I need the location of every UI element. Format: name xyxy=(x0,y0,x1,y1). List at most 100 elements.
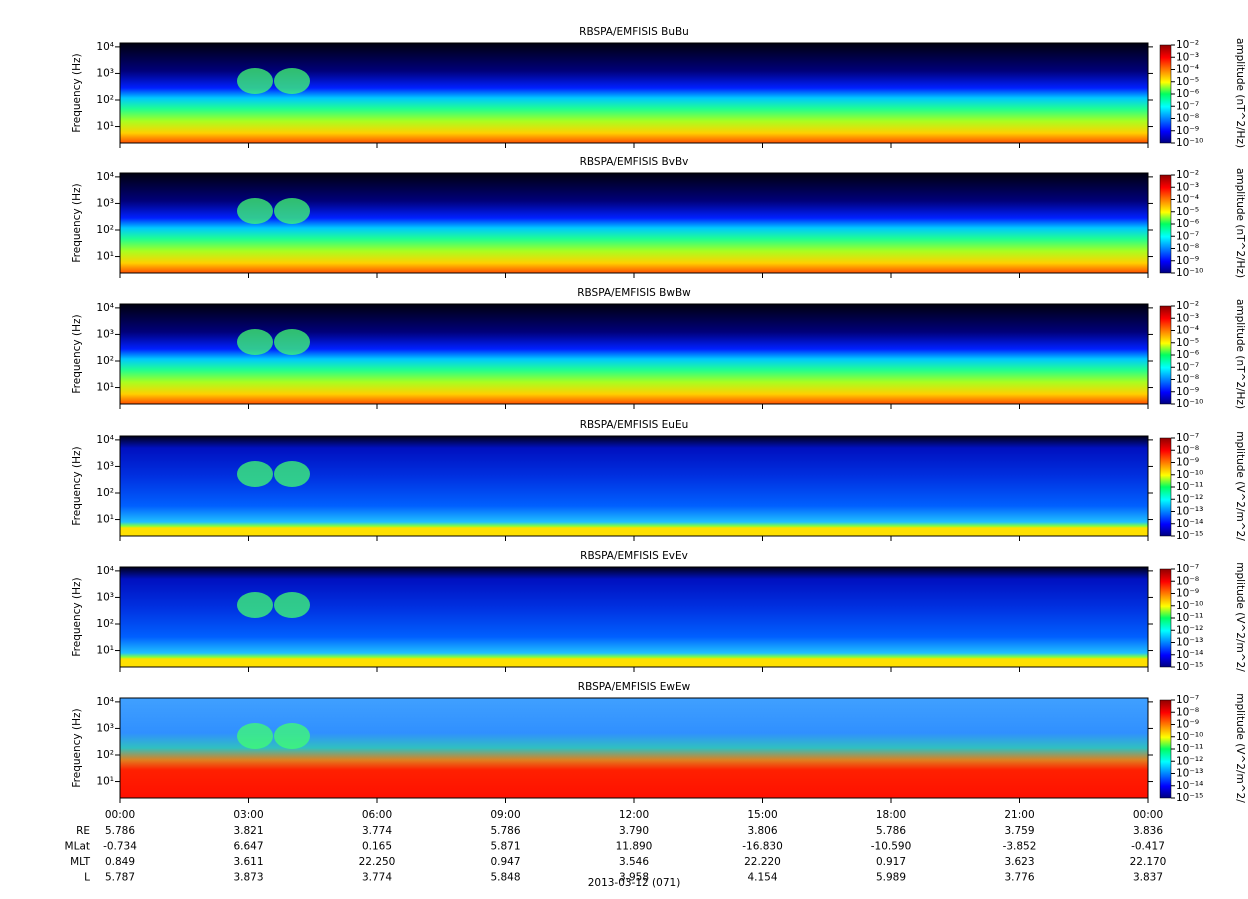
y-tick-label: 10⁴ xyxy=(96,434,114,446)
colorbar-tick-label: 10⁻⁹ xyxy=(1176,719,1199,731)
colorbar-tick-label: 10⁻⁶ xyxy=(1176,218,1199,230)
ephemeris-value: 5.989 xyxy=(876,872,906,884)
colorbar-tick-label: 10⁻² xyxy=(1176,169,1199,181)
x-tick-label: 21:00 xyxy=(1004,809,1034,821)
colorbar-tick-label: 10⁻⁷ xyxy=(1176,361,1199,373)
ephemeris-value: 3.776 xyxy=(1004,872,1034,884)
y-axis-label: Frequency (Hz) xyxy=(71,708,83,787)
colorbar-tick-label: 10⁻³ xyxy=(1176,181,1199,193)
ephemeris-value: 3.873 xyxy=(233,872,263,884)
colorbar-tick-label: 10⁻¹³ xyxy=(1176,637,1203,649)
spectral-feature xyxy=(274,461,310,487)
y-tick-label: 10² xyxy=(96,94,114,106)
spectral-feature xyxy=(237,592,273,618)
ephemeris-value: 22.220 xyxy=(744,856,781,868)
ephemeris-value: 3.821 xyxy=(233,825,263,837)
colorbar-tick-label: 10⁻⁸ xyxy=(1176,444,1199,456)
colorbar xyxy=(1159,44,1172,144)
ephemeris-value: 0.165 xyxy=(362,841,392,853)
ephemeris-value: 3.837 xyxy=(1133,872,1163,884)
colorbar-label: mplitude (V^2/m^2/ xyxy=(1234,562,1246,672)
ephemeris-value: 22.170 xyxy=(1130,856,1167,868)
colorbar-tick-label: 10⁻¹² xyxy=(1176,624,1203,636)
colorbar-tick-label: 10⁻² xyxy=(1176,300,1199,312)
colorbar-tick-label: 10⁻⁹ xyxy=(1176,457,1199,469)
colorbar xyxy=(1159,174,1172,274)
colorbar-tick-label: 10⁻⁹ xyxy=(1176,125,1199,137)
x-tick-label: 06:00 xyxy=(362,809,392,821)
colorbar-tick-label: 10⁻² xyxy=(1176,39,1199,51)
spectral-feature xyxy=(237,329,273,355)
spectral-feature xyxy=(237,68,273,94)
colorbar-tick-label: 10⁻⁵ xyxy=(1176,206,1199,218)
ephemeris-value: -10.590 xyxy=(871,841,912,853)
panel-title: RBSPA/EMFISIS BvBv xyxy=(580,156,689,168)
y-tick-label: 10² xyxy=(96,355,114,367)
spectral-feature xyxy=(274,198,310,224)
colorbar-tick-label: 10⁻¹⁴ xyxy=(1176,780,1203,792)
spectral-feature xyxy=(237,723,273,749)
ephemeris-label: MLat xyxy=(65,841,90,853)
ephemeris-value: -3.852 xyxy=(1003,841,1037,853)
colorbar-tick-label: 10⁻⁷ xyxy=(1176,432,1199,444)
colorbar-tick-label: 10⁻¹³ xyxy=(1176,768,1203,780)
ephemeris-value: 11.890 xyxy=(616,841,653,853)
colorbar-tick-label: 10⁻⁷ xyxy=(1176,100,1199,112)
ephemeris-value: 3.958 xyxy=(619,872,649,884)
colorbar-tick-label: 10⁻¹⁵ xyxy=(1176,661,1203,673)
y-tick-label: 10¹ xyxy=(96,382,114,394)
colorbar-tick-label: 10⁻³ xyxy=(1176,312,1199,324)
y-tick-label: 10² xyxy=(96,224,114,236)
panel-title: RBSPA/EMFISIS EwEw xyxy=(578,681,691,693)
colorbar-tick-label: 10⁻⁸ xyxy=(1176,575,1199,587)
spectral-feature xyxy=(274,329,310,355)
colorbar-label: amplitude (nT^2/Hz) xyxy=(1234,38,1246,148)
ephemeris-value: 5.848 xyxy=(490,872,520,884)
ephemeris-value: 5.787 xyxy=(105,872,135,884)
colorbar-label: amplitude (nT^2/Hz) xyxy=(1234,299,1246,409)
y-tick-label: 10³ xyxy=(96,722,114,734)
colorbar-tick-label: 10⁻¹⁰ xyxy=(1176,600,1203,612)
colorbar-tick-label: 10⁻¹⁵ xyxy=(1176,530,1203,542)
colorbar-tick-label: 10⁻¹³ xyxy=(1176,506,1203,518)
y-tick-label: 10¹ xyxy=(96,251,114,263)
colorbar-tick-label: 10⁻¹⁴ xyxy=(1176,518,1203,530)
ephemeris-value: 3.790 xyxy=(619,825,649,837)
y-tick-label: 10¹ xyxy=(96,645,114,657)
y-tick-label: 10² xyxy=(96,618,114,630)
panel-title: RBSPA/EMFISIS BuBu xyxy=(579,26,689,38)
colorbar-tick-label: 10⁻¹⁰ xyxy=(1176,267,1203,279)
panel-title: RBSPA/EMFISIS BwBw xyxy=(577,287,691,299)
colorbar-tick-label: 10⁻¹⁵ xyxy=(1176,792,1203,804)
ephemeris-value: 0.947 xyxy=(490,856,520,868)
x-tick-label: 03:00 xyxy=(233,809,263,821)
colorbar-tick-label: 10⁻⁵ xyxy=(1176,76,1199,88)
colorbar-tick-label: 10⁻⁸ xyxy=(1176,243,1199,255)
colorbar-tick-label: 10⁻⁸ xyxy=(1176,374,1199,386)
spectrogram-image xyxy=(120,567,1148,667)
ephemeris-value: 5.786 xyxy=(105,825,135,837)
ephemeris-value: 5.786 xyxy=(876,825,906,837)
colorbar-tick-label: 10⁻¹⁰ xyxy=(1176,731,1203,743)
x-tick-label: 12:00 xyxy=(619,809,649,821)
y-tick-label: 10² xyxy=(96,487,114,499)
colorbar-label: amplitude (nT^2/Hz) xyxy=(1234,168,1246,278)
colorbar-tick-label: 10⁻¹¹ xyxy=(1176,481,1203,493)
spectral-feature xyxy=(237,198,273,224)
x-axis-label: 2013-03-12 (071) xyxy=(588,877,681,889)
colorbar-tick-label: 10⁻⁶ xyxy=(1176,88,1199,100)
x-tick-label: 09:00 xyxy=(490,809,520,821)
spectral-feature xyxy=(274,723,310,749)
ephemeris-value: 3.806 xyxy=(747,825,777,837)
ephemeris-value: -0.734 xyxy=(103,841,137,853)
ephemeris-value: 0.849 xyxy=(105,856,135,868)
colorbar xyxy=(1159,305,1172,405)
colorbar-tick-label: 10⁻⁴ xyxy=(1176,194,1199,206)
colorbar-tick-label: 10⁻⁷ xyxy=(1176,230,1199,242)
ephemeris-value: 3.759 xyxy=(1004,825,1034,837)
spectral-feature xyxy=(274,592,310,618)
colorbar-tick-label: 10⁻⁵ xyxy=(1176,337,1199,349)
colorbar-tick-label: 10⁻⁷ xyxy=(1176,694,1199,706)
y-tick-label: 10¹ xyxy=(96,776,114,788)
colorbar-tick-label: 10⁻⁹ xyxy=(1176,588,1199,600)
